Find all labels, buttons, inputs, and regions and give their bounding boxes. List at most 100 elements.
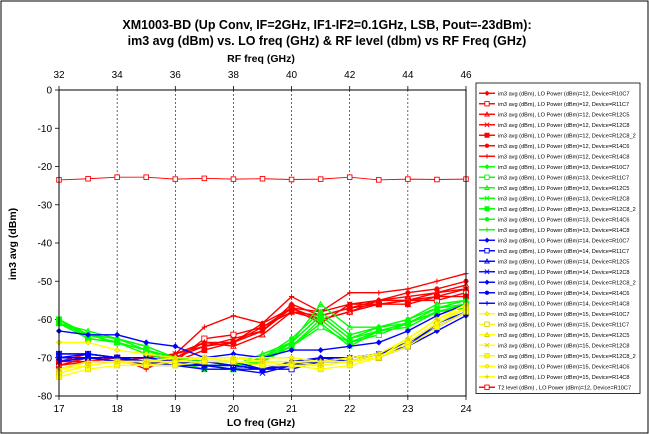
data-point: [318, 313, 324, 319]
data-point: [143, 358, 149, 365]
data-point: [230, 339, 236, 345]
data-point: [230, 355, 237, 361]
data-point: [230, 331, 237, 338]
legend-entry: im3 avg (dBm), LO Power (dBm)=14, Device…: [479, 248, 629, 255]
legend-label: im3 avg (dBm), LO Power (dBm)=12, Device…: [498, 133, 636, 139]
legend-label: im3 avg (dBm), LO Power (dBm)=14, Device…: [498, 270, 630, 276]
data-point: [288, 293, 295, 300]
legend-label: im3 avg (dBm), LO Power (dBm)=14, Device…: [498, 238, 630, 244]
data-point: [288, 176, 295, 183]
data-point: [172, 343, 179, 350]
legend-marker: [484, 301, 490, 306]
legend-entry: im3 avg (dBm), LO Power (dBm)=15, Device…: [479, 364, 630, 370]
y-tick-label: -60: [38, 315, 53, 326]
legend-marker: [484, 353, 490, 359]
legend-label: im3 avg (dBm), LO Power (dBm)=15, Device…: [498, 354, 636, 360]
legend-label: im3 avg (dBm), LO Power (dBm)=15, Device…: [498, 375, 630, 381]
legend-entry: im3 avg (dBm), LO Power (dBm)=13, Device…: [479, 227, 630, 234]
y-tick-label: -10: [38, 124, 53, 135]
data-point: [405, 336, 411, 342]
data-point: [288, 339, 295, 346]
legend-marker: [484, 364, 490, 369]
y-tick-label: -70: [38, 353, 53, 364]
legend-entry: im3 avg (dBm), LO Power (dBm)=13, Device…: [479, 206, 636, 213]
y-tick-label: -50: [38, 277, 53, 288]
y-tick-label: -80: [38, 392, 53, 403]
data-point: [201, 335, 208, 342]
legend-marker: [484, 164, 490, 170]
data-point: [317, 176, 324, 182]
legend-entry: im3 avg (dBm), LO Power (dBm)=13, Device…: [479, 217, 630, 223]
legend-marker: [484, 217, 490, 222]
data-point: [85, 351, 91, 357]
legend-label: im3 avg (dBm), LO Power (dBm)=13, Device…: [498, 228, 630, 234]
legend-label: im3 avg (dBm), LO Power (dBm)=15, Device…: [498, 312, 630, 318]
data-point: [405, 176, 411, 182]
x-axis-label: LO freq (GHz): [227, 417, 295, 429]
legend-marker: [484, 290, 490, 295]
legend-entry: im3 avg (dBm), LO Power (dBm)=12, Device…: [479, 132, 636, 139]
data-point: [405, 286, 411, 292]
data-point: [434, 293, 440, 300]
legend-entry: im3 avg (dBm), LO Power (dBm)=14, Device…: [479, 269, 630, 276]
legend-label: im3 avg (dBm), LO Power (dBm)=13, Device…: [498, 186, 630, 192]
legend-label: im3 avg (dBm), LO Power (dBm)=13, Device…: [498, 207, 636, 213]
legend-marker: [484, 227, 490, 232]
data-point: [375, 339, 382, 346]
data-point: [85, 331, 92, 338]
legend-label: im3 avg (dBm), LO Power (dBm)=14, Device…: [498, 301, 630, 307]
legend-entry: im3 avg (dBm), LO Power (dBm)=12, Device…: [479, 101, 629, 108]
legend-entry: im3 avg (dBm), LO Power (dBm)=14, Device…: [479, 258, 630, 265]
data-point: [201, 324, 207, 330]
legend-label: im3 avg (dBm), LO Power (dBm)=14, Device…: [498, 249, 629, 255]
legend-label: im3 avg (dBm), LO Power (dBm)=12, Device…: [498, 112, 630, 118]
legend-entry: im3 avg (dBm), LO Power (dBm)=12, Device…: [479, 143, 630, 150]
data-point: [85, 362, 91, 368]
data-point: [404, 293, 412, 300]
data-point: [317, 300, 325, 307]
legend-marker: [484, 237, 490, 243]
legend-entry: im3 avg (dBm), LO Power (dBm)=14, Device…: [479, 279, 636, 286]
data-point: [434, 176, 440, 183]
data-point: [376, 177, 382, 183]
data-point: [114, 339, 120, 346]
data-point: [376, 290, 382, 296]
data-point: [347, 301, 353, 307]
data-point: [114, 358, 120, 365]
x-tick-label: 18: [112, 404, 124, 415]
data-point: [346, 323, 354, 330]
x-tick-label: 21: [286, 404, 298, 415]
data-point: [259, 175, 266, 182]
legend: im3 avg (dBm), LO Power (dBm)=12, Device…: [475, 82, 641, 394]
legend-marker: [484, 374, 490, 379]
legend-label: im3 avg (dBm), LO Power (dBm)=12, Device…: [498, 91, 630, 97]
legend-marker: [484, 132, 490, 138]
legend-marker: [484, 111, 490, 117]
data-point: [201, 343, 207, 349]
legend-box: [475, 82, 641, 394]
data-point: [434, 278, 440, 284]
x2-tick-label: 32: [53, 70, 65, 81]
legend-entry: im3 avg (dBm), LO Power (dBm)=12, Device…: [479, 111, 630, 118]
legend-marker: [484, 342, 490, 348]
legend-marker: [484, 90, 490, 96]
legend-label: im3 avg (dBm), LO Power (dBm)=13, Device…: [498, 196, 630, 202]
data-point: [288, 358, 295, 365]
data-point: [259, 331, 266, 338]
x2-tick-label: 38: [228, 70, 240, 81]
data-point: [318, 362, 324, 368]
data-point: [289, 305, 295, 311]
legend-marker: [484, 279, 490, 285]
legend-marker: [484, 258, 490, 264]
legend-marker: [484, 184, 490, 190]
legend-marker: [484, 143, 490, 148]
data-point: [230, 366, 237, 373]
data-point: [230, 176, 237, 182]
chart-title-line-1: XM1003-BD (Up Conv, IF=2GHz, IF1-IF2=0.1…: [122, 18, 531, 32]
legend-entry: im3 avg (dBm), LO Power (dBm)=15, Device…: [479, 374, 630, 381]
legend-entry: im3 avg (dBm), LO Power (dBm)=15, Device…: [479, 353, 636, 360]
legend-label: im3 avg (dBm), LO Power (dBm)=12, Device…: [498, 154, 630, 160]
data-point: [347, 290, 353, 296]
legend-marker: [484, 206, 490, 212]
legend-entry: im3 avg (dBm), LO Power (dBm)=12, Device…: [479, 90, 630, 97]
